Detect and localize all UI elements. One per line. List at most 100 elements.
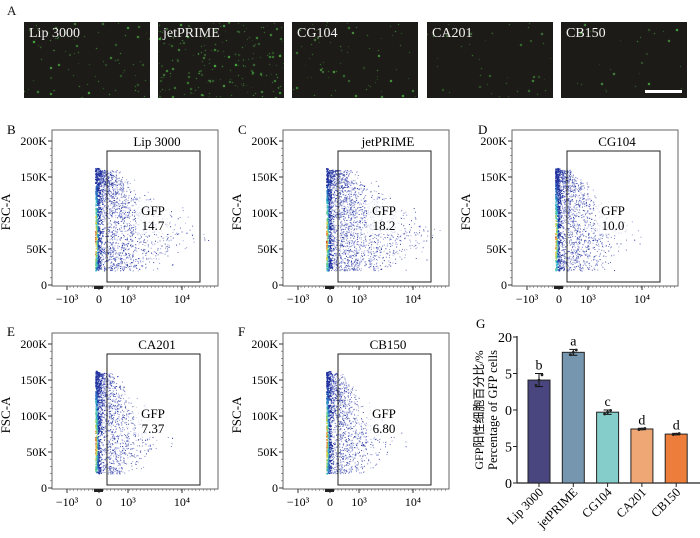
micrograph-label: Lip 3000 xyxy=(29,26,80,41)
scatter-point xyxy=(363,258,365,259)
scatter-point-dense xyxy=(96,258,98,260)
scatter-point xyxy=(415,218,417,220)
scatter-point xyxy=(115,196,117,197)
scatter-point xyxy=(365,222,367,224)
scatter-point xyxy=(359,248,361,250)
scatter-point xyxy=(182,207,184,209)
scatter-point-dense xyxy=(329,190,331,192)
scatter-point xyxy=(349,195,351,197)
scatter-point xyxy=(350,209,352,211)
scatter-point xyxy=(340,225,342,227)
scatter-point-dense xyxy=(96,261,99,263)
scatter-point xyxy=(363,244,365,246)
scatter-point xyxy=(351,257,353,259)
scatter-point xyxy=(124,266,126,268)
scatter-point xyxy=(565,236,566,238)
scatter-point-dense xyxy=(96,229,99,231)
scatter-point xyxy=(115,224,117,226)
plot-frame xyxy=(511,129,679,287)
scatter-point xyxy=(186,232,188,234)
scatter-point xyxy=(128,243,130,245)
scatter-point xyxy=(101,214,103,216)
scatter-point xyxy=(104,178,106,180)
scatter-point xyxy=(101,172,103,174)
scatter-point xyxy=(357,223,359,225)
scatter-point xyxy=(601,238,603,239)
scatter-point xyxy=(341,200,343,202)
scatter-point xyxy=(409,245,411,247)
scatter-point xyxy=(383,238,384,240)
scatter-point xyxy=(355,269,357,271)
scatter-point xyxy=(351,219,352,221)
scatter-point-dense xyxy=(326,168,328,170)
micrograph-cg104: CG104 xyxy=(292,22,418,98)
scatter-point xyxy=(352,268,354,270)
scatter-point xyxy=(119,228,120,230)
scatter-point xyxy=(135,244,137,246)
scatter-point xyxy=(575,214,577,216)
scatter-point xyxy=(341,244,343,246)
scatter-point xyxy=(341,239,343,241)
scatter-point xyxy=(115,176,117,178)
scatter-point xyxy=(373,199,375,201)
scatter-point xyxy=(340,222,342,224)
scatter-point-dense xyxy=(329,240,331,242)
scatter-point xyxy=(335,246,337,248)
scatter-point xyxy=(410,247,412,249)
scatter-point-dense xyxy=(331,267,333,269)
scatter-point xyxy=(104,175,106,177)
scatter-point xyxy=(569,190,571,192)
scatter-point xyxy=(145,266,147,268)
scatter-point xyxy=(163,240,165,242)
scatter-point xyxy=(339,189,340,191)
scatter-point xyxy=(364,245,365,247)
y-tick-label: 0 xyxy=(272,278,278,292)
scatter-point xyxy=(345,249,347,251)
scatter-point xyxy=(110,183,112,185)
scatter-point xyxy=(115,216,117,218)
scatter-point xyxy=(115,177,117,178)
scatter-point xyxy=(608,250,610,252)
scatter-point xyxy=(365,222,367,223)
scatter-point xyxy=(102,189,104,191)
scatter-point xyxy=(349,209,351,211)
scatter-point-dense xyxy=(100,241,102,243)
scatter-point xyxy=(340,170,342,172)
scatter-point xyxy=(104,212,106,214)
scatter-point xyxy=(340,182,342,184)
scatter-point xyxy=(340,255,342,257)
scatter-point xyxy=(332,177,334,179)
scatter-point xyxy=(136,197,138,199)
scatter-point xyxy=(145,242,147,244)
scatter-point xyxy=(356,225,358,227)
scatter-point xyxy=(341,269,343,271)
scatter-point xyxy=(379,252,381,253)
scatter-point xyxy=(120,262,122,264)
scatter-point xyxy=(352,263,354,265)
scatter-point xyxy=(347,211,349,213)
scatter-point xyxy=(131,211,133,213)
scatter-point xyxy=(594,196,596,198)
scatter-point xyxy=(134,211,136,213)
scatter-point xyxy=(347,209,348,211)
scatter-point xyxy=(346,187,348,188)
scatter-point xyxy=(393,249,395,251)
scatter-point xyxy=(101,213,103,215)
scatter-point xyxy=(171,216,173,218)
scatter-point xyxy=(333,182,335,184)
scatter-point xyxy=(334,200,336,202)
scatter-point xyxy=(333,231,335,233)
scatter-point xyxy=(354,265,356,267)
scatter-point xyxy=(363,240,365,242)
scatter-point xyxy=(126,179,127,181)
scatter-point-dense xyxy=(327,202,329,204)
scatter-point xyxy=(128,248,130,250)
scatter-point-dense xyxy=(99,249,101,251)
scatter-point-dense xyxy=(96,185,98,188)
scatter-point-dense xyxy=(95,259,97,261)
scatter-point xyxy=(124,235,126,237)
scatter-point xyxy=(567,169,569,171)
scatter-point xyxy=(395,243,397,245)
scatter-point xyxy=(378,234,380,236)
y-tick-label: 200K xyxy=(251,134,278,148)
